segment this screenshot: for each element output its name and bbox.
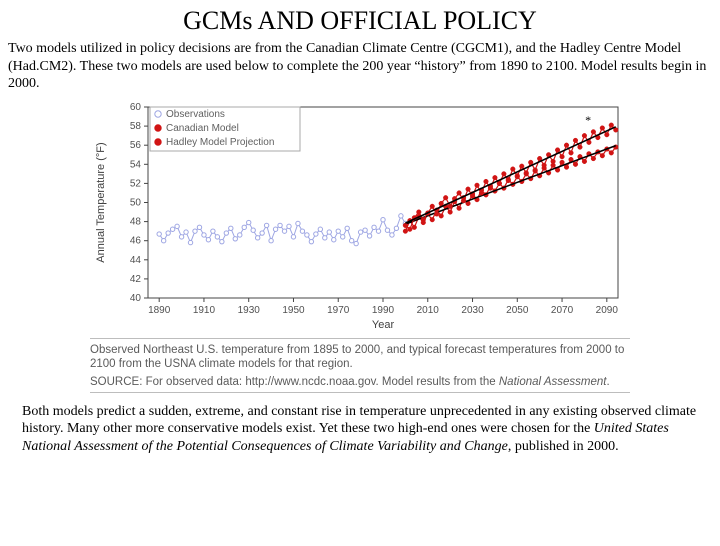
- chart-caption: Observed Northeast U.S. temperature from…: [90, 338, 630, 393]
- svg-text:1950: 1950: [282, 305, 305, 316]
- svg-text:52: 52: [130, 178, 142, 189]
- intro-paragraph: Two models utilized in policy decisions …: [8, 40, 712, 93]
- chart-container: 40 42 44 46 48 50 52 54 56 58 60 1890 1910 1930 1950 19…: [90, 99, 630, 393]
- svg-text:2030: 2030: [461, 305, 484, 316]
- svg-text:2090: 2090: [596, 305, 619, 316]
- svg-text:1930: 1930: [238, 305, 261, 316]
- svg-text:46: 46: [130, 235, 142, 246]
- outro-paragraph: Both models predict a sudden, extreme, a…: [22, 403, 698, 456]
- svg-text:60: 60: [130, 102, 142, 113]
- caption-source-text-1: For observed data: http://www.ncdc.noaa.…: [142, 376, 498, 388]
- svg-text:2010: 2010: [417, 305, 440, 316]
- svg-text:1890: 1890: [148, 305, 171, 316]
- caption-source-label: SOURCE:: [90, 376, 142, 388]
- svg-text:50: 50: [130, 197, 142, 208]
- svg-text:44: 44: [130, 254, 142, 265]
- svg-text:Annual Temperature (°F): Annual Temperature (°F): [95, 142, 107, 262]
- svg-text:*: *: [585, 113, 591, 127]
- climate-chart: 40 42 44 46 48 50 52 54 56 58 60 1890 1910 1930 1950 19…: [90, 99, 630, 334]
- svg-text:56: 56: [130, 140, 142, 151]
- svg-text:2070: 2070: [551, 305, 574, 316]
- caption-main: Observed Northeast U.S. temperature from…: [90, 343, 630, 372]
- svg-text:58: 58: [130, 121, 142, 132]
- svg-text:54: 54: [130, 159, 142, 170]
- svg-text:42: 42: [130, 273, 142, 284]
- outro-text-2: , published in 2000.: [508, 439, 619, 454]
- svg-text:40: 40: [130, 293, 142, 304]
- svg-text:48: 48: [130, 216, 142, 227]
- caption-source-italic: National Assessment: [499, 376, 607, 388]
- svg-text:1910: 1910: [193, 305, 216, 316]
- caption-source-text-2: .: [606, 376, 609, 388]
- svg-text:Observations: Observations: [166, 109, 225, 120]
- svg-text:Year: Year: [372, 319, 395, 331]
- svg-text:Canadian Model: Canadian Model: [166, 123, 239, 134]
- svg-text:1970: 1970: [327, 305, 350, 316]
- svg-text:1990: 1990: [372, 305, 395, 316]
- svg-text:Hadley Model Projection: Hadley Model Projection: [166, 137, 274, 148]
- page-title: GCMs AND OFFICIAL POLICY: [0, 6, 720, 36]
- svg-text:2050: 2050: [506, 305, 529, 316]
